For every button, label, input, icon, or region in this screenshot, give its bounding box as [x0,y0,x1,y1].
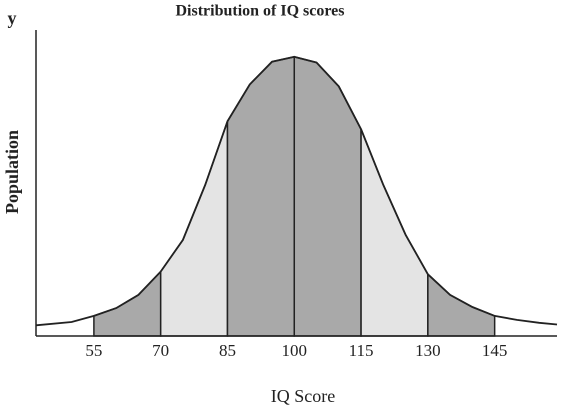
x-axis-label: IQ Score [271,386,335,406]
y-axis-letter: y [8,8,17,28]
band [360,129,429,337]
y-axis-label: Population [2,130,22,214]
x-tick-label: 115 [349,341,374,360]
x-tick-label: 85 [219,341,236,360]
plot-area [35,55,558,337]
x-tick-label: 130 [415,341,441,360]
chart-title: Distribution of IQ scores [175,3,344,20]
band [159,121,229,337]
band [293,55,362,337]
x-tick-label: 70 [152,341,169,360]
x-tick-label: 100 [282,341,308,360]
x-tick-label: 145 [482,341,508,360]
band [226,55,296,337]
x-tick-label: 55 [85,341,102,360]
curve [35,55,558,327]
